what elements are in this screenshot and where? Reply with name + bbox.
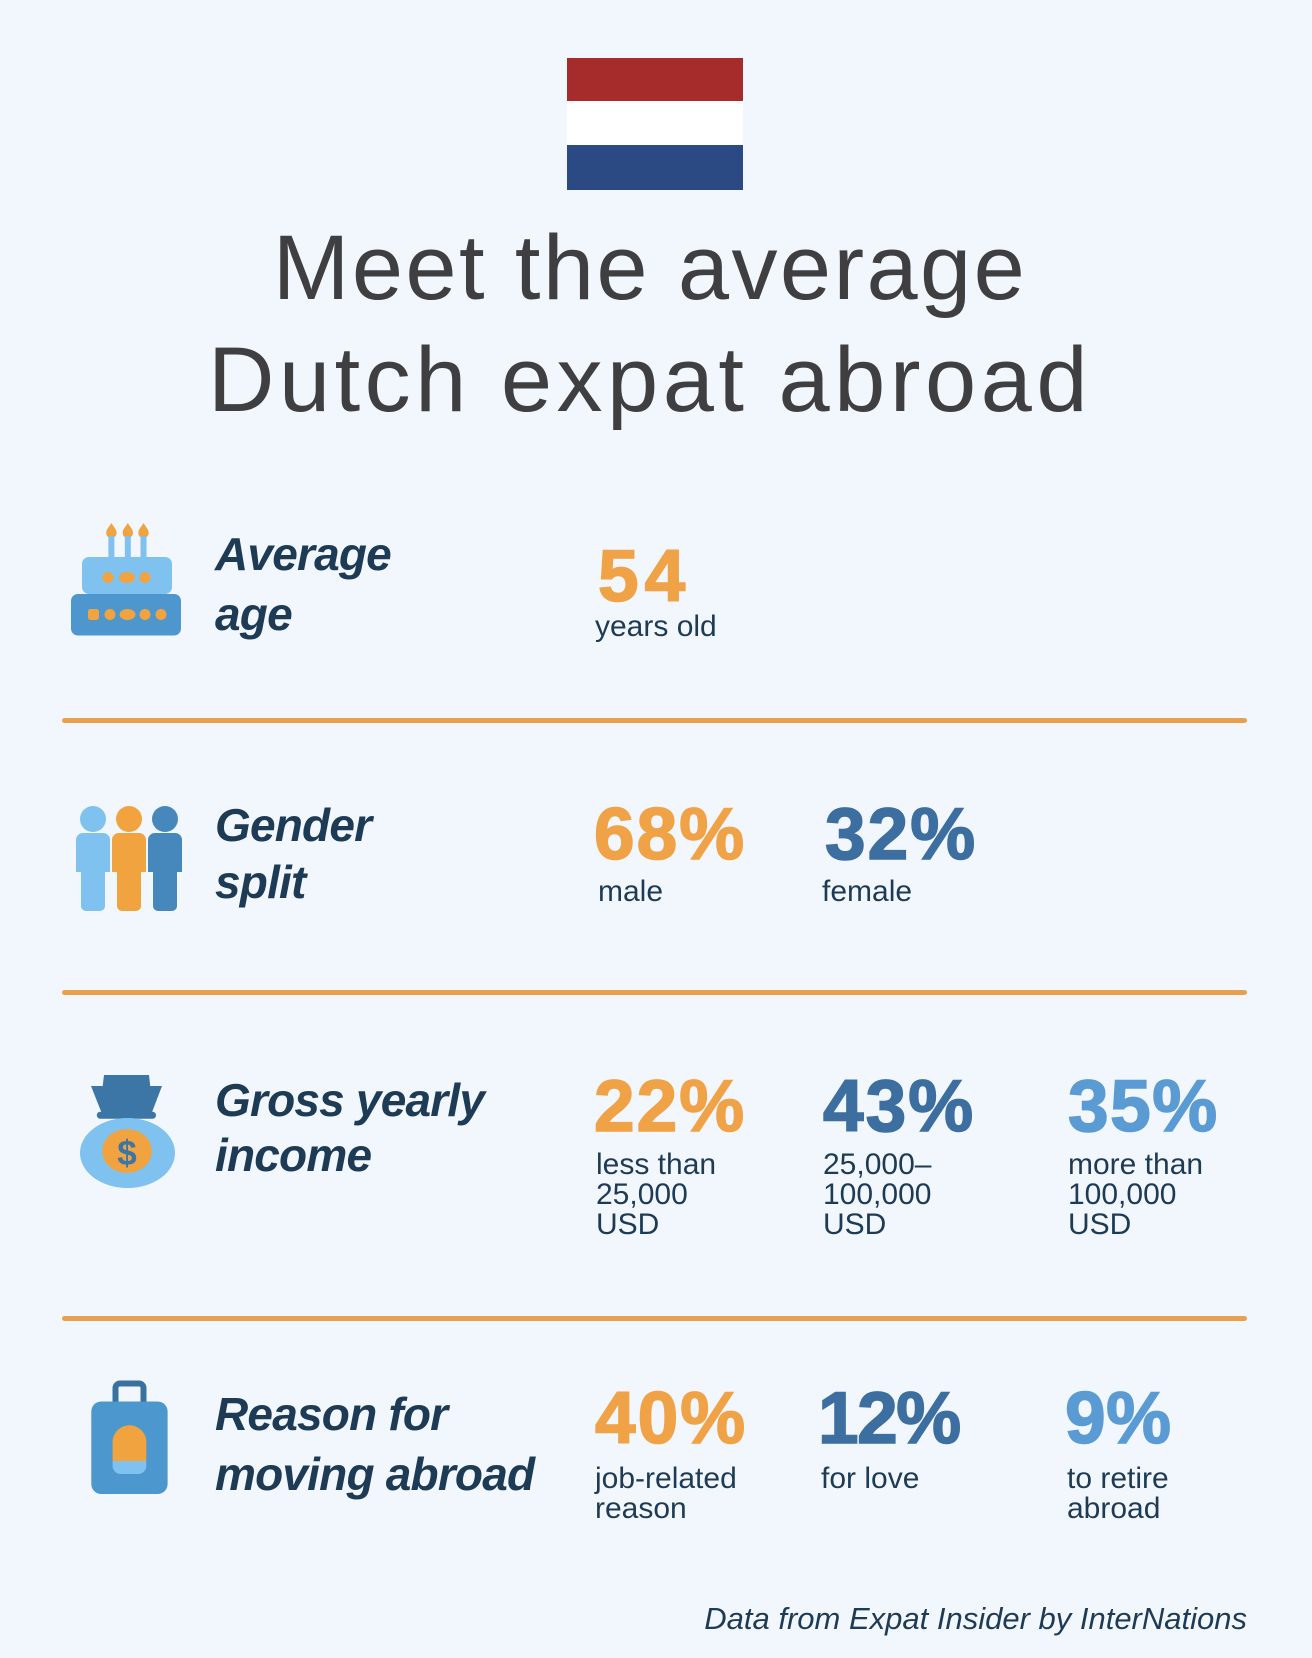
- svg-text:$: $: [117, 1134, 136, 1173]
